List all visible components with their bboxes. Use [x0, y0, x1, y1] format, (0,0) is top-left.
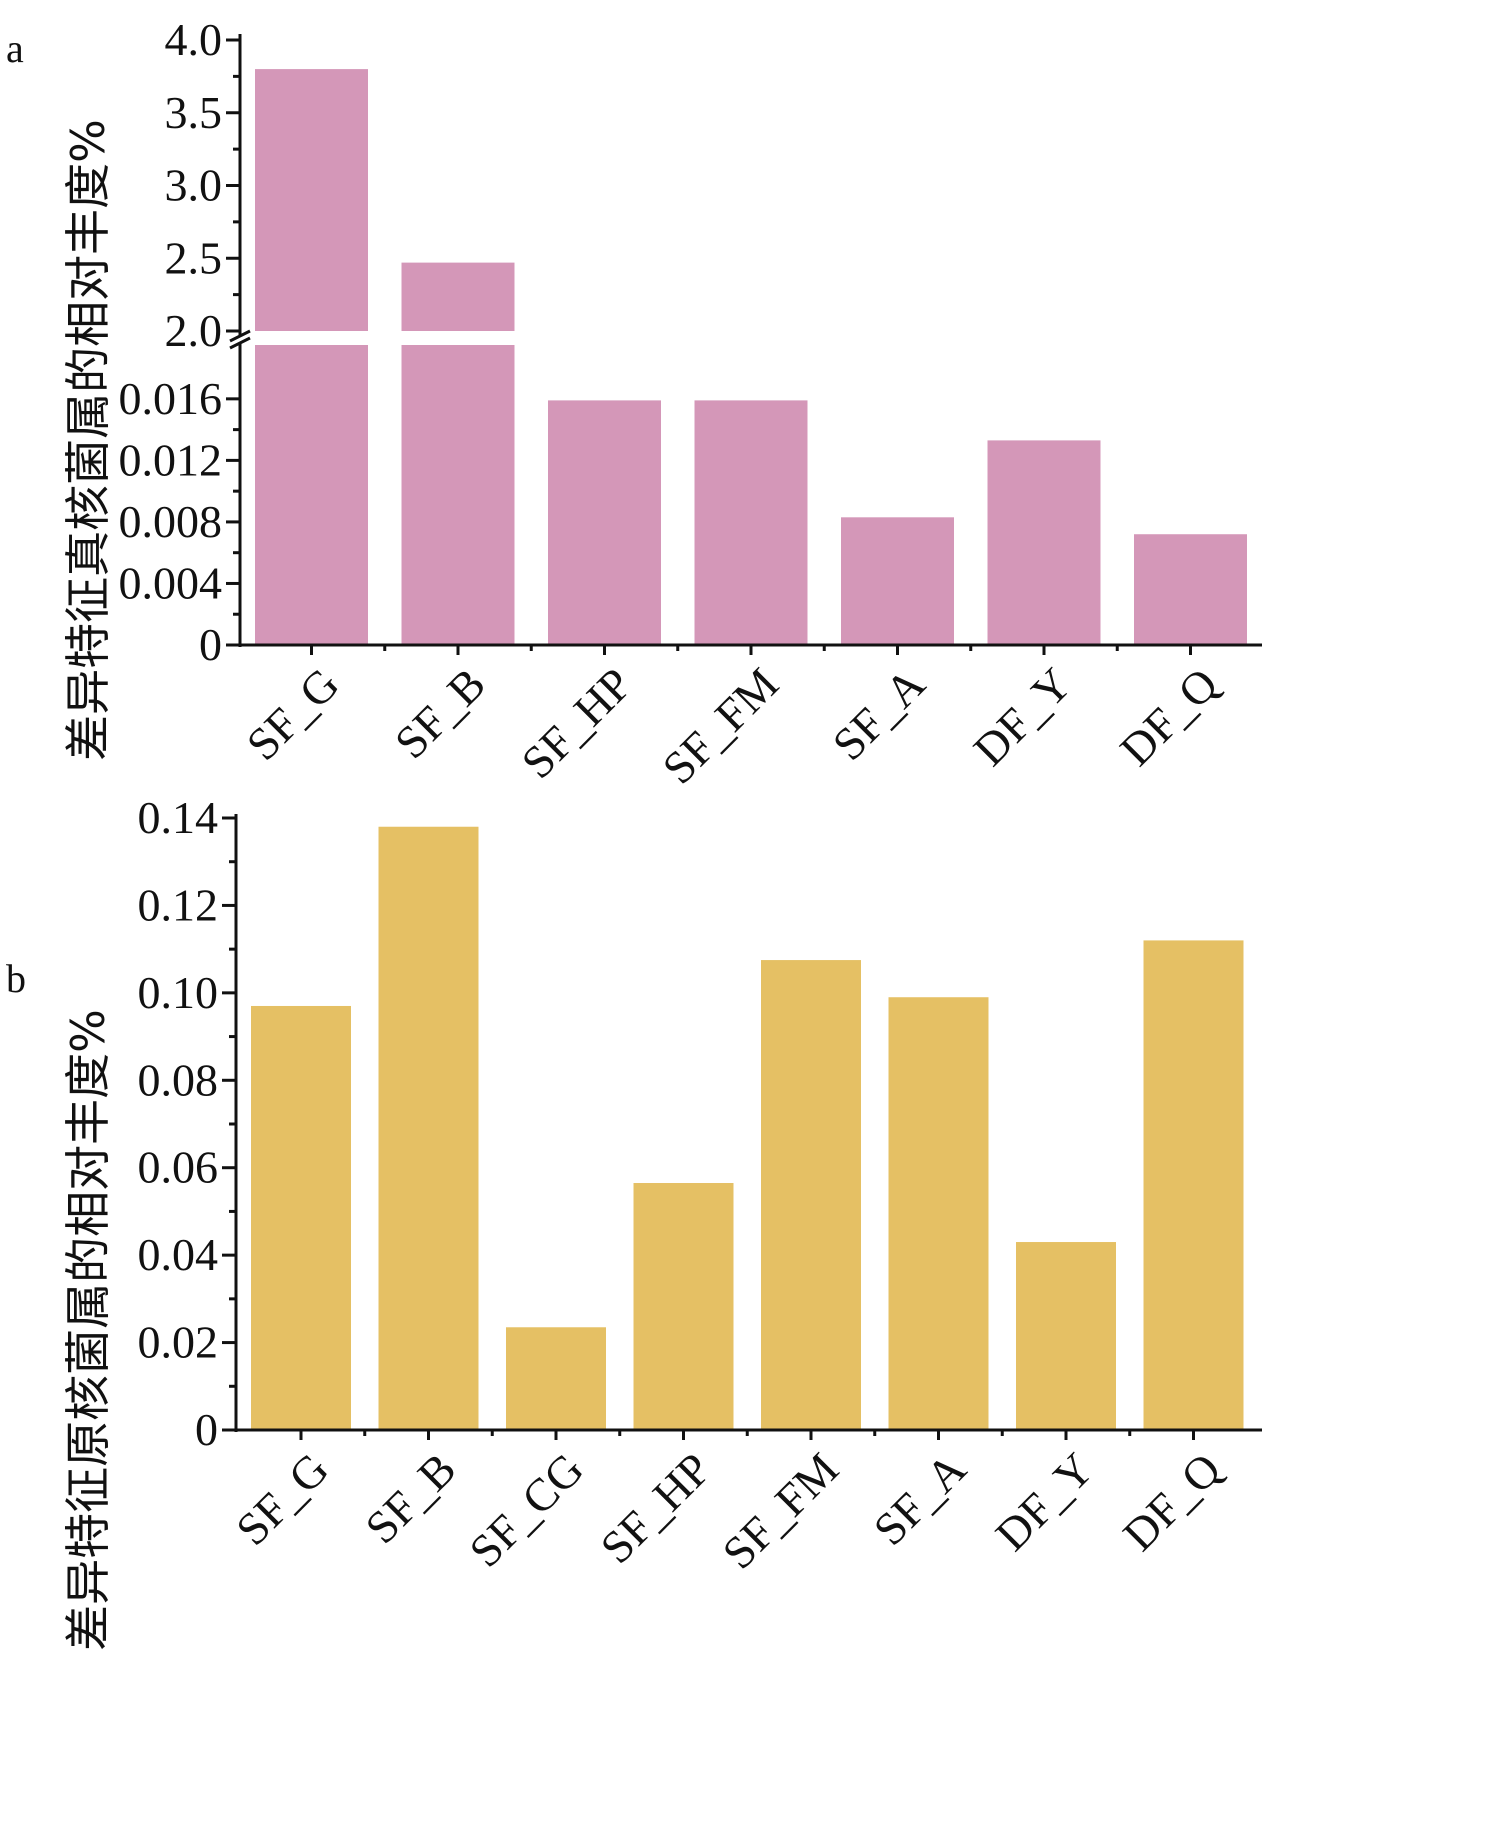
chart-panel-a: a 差异特征真核菌属的相对丰度% 0 0.004 0.008 0.012 0.016 2.… — [6, 14, 1262, 794]
panel-a-category-label: DF_Q — [1110, 658, 1227, 775]
panel-a-ytick-label: 3.0 — [165, 160, 223, 211]
chart-panel-b: b 差异特征原核菌属的相对丰度% 0 0.02 0.04 0.06 0.08 0.10 0.… — [6, 792, 1262, 1651]
panel-a-ytick-label: 0.016 — [119, 373, 223, 424]
panel-a-bars — [255, 69, 1247, 645]
bar-b-SF_HP — [633, 1183, 734, 1430]
panel-b-ytick-label: 0.10 — [138, 967, 219, 1018]
panel-b-ytick-label: 0.02 — [138, 1317, 219, 1368]
panel-a-ytick-label: 2.5 — [165, 232, 223, 283]
bar-b-DF_Q — [1143, 940, 1244, 1430]
panel-a-ytick-label: 3.5 — [165, 87, 223, 138]
panel-a-y-axis-title: 差异特征真核菌属的相对丰度% — [61, 119, 115, 761]
panel-b-y-axis-title: 差异特征原核菌属的相对丰度% — [61, 1009, 115, 1651]
panel-a-y-ticks: 0 0.004 0.008 0.012 0.016 2.0 2.5 3.0 3.5 4.0 — [119, 14, 240, 670]
bar-b-SF_B — [378, 826, 479, 1430]
bar-a-SF_B-upper — [401, 262, 515, 331]
panel-b-ytick-label: 0.08 — [138, 1054, 219, 1105]
panel-a-axis-break-mark-1 — [229, 329, 251, 343]
panel-a-category-label: SF_HP — [511, 658, 641, 788]
bar-a-SF_G-upper — [255, 69, 368, 331]
panel-a-ytick-label: 0 — [199, 619, 222, 670]
panel-a-category-label: SF_B — [385, 658, 495, 768]
panel-a-category-label: DF_Y — [964, 658, 1081, 775]
bar-b-SF_FM — [761, 960, 861, 1430]
bar-a-DF_Q — [1134, 534, 1247, 645]
panel-a-category-label: SF_G — [237, 658, 349, 770]
bar-a-SF_G-lower — [255, 345, 368, 645]
bar-a-SF_FM — [694, 400, 808, 645]
panel-b-ytick-label: 0 — [195, 1404, 218, 1455]
panel-b-bars — [251, 826, 1244, 1430]
panel-b-category-label: SF_B — [355, 1443, 465, 1553]
panel-b-category-label: DF_Y — [986, 1443, 1103, 1560]
bar-b-SF_A — [888, 997, 989, 1430]
panel-b-ytick-label: 0.06 — [138, 1142, 219, 1193]
panel-b-category-label: SF_CG — [459, 1443, 593, 1577]
panel-a-ytick-label: 4.0 — [165, 14, 223, 65]
bar-a-SF_A — [841, 517, 954, 645]
panel-a-category-label: SF_A — [823, 658, 935, 770]
panel-b-ytick-label: 0.12 — [138, 879, 219, 930]
panel-b-ytick-label: 0.04 — [138, 1229, 219, 1280]
panel-a-label: a — [6, 26, 24, 71]
bar-a-SF_B-lower — [401, 345, 515, 645]
panel-b-category-label: SF_A — [864, 1443, 976, 1555]
bar-a-DF_Y — [987, 440, 1101, 645]
panel-b-ytick-label: 0.14 — [138, 792, 219, 843]
panel-b-category-label: SF_HP — [590, 1443, 720, 1573]
panel-a-ytick-label: 0.008 — [119, 496, 223, 547]
bar-a-SF_HP — [548, 400, 661, 645]
panel-a-x-labels: SF_G SF_B SF_HP SF_FM SF_A DF_Y DF_Q — [237, 645, 1228, 794]
bar-b-SF_G — [251, 1005, 351, 1430]
panel-b-category-label: SF_FM — [713, 1443, 849, 1579]
panel-a-axis-break-mark-2 — [229, 336, 251, 350]
panel-b-label: b — [6, 956, 26, 1001]
panel-a-category-label: SF_FM — [653, 658, 789, 794]
bar-b-DF_Y — [1016, 1242, 1116, 1430]
panel-b-y-ticks: 0 0.02 0.04 0.06 0.08 0.10 0.12 0.14 — [138, 792, 236, 1455]
bar-b-SF_CG — [506, 1327, 606, 1430]
panel-a-ytick-label: 2.0 — [165, 305, 223, 356]
panel-b-category-label: DF_Q — [1113, 1443, 1230, 1560]
panel-a-ytick-label: 0.004 — [119, 557, 223, 608]
panel-b-category-label: SF_G — [226, 1443, 338, 1555]
panel-a-ytick-label: 0.012 — [119, 434, 223, 485]
